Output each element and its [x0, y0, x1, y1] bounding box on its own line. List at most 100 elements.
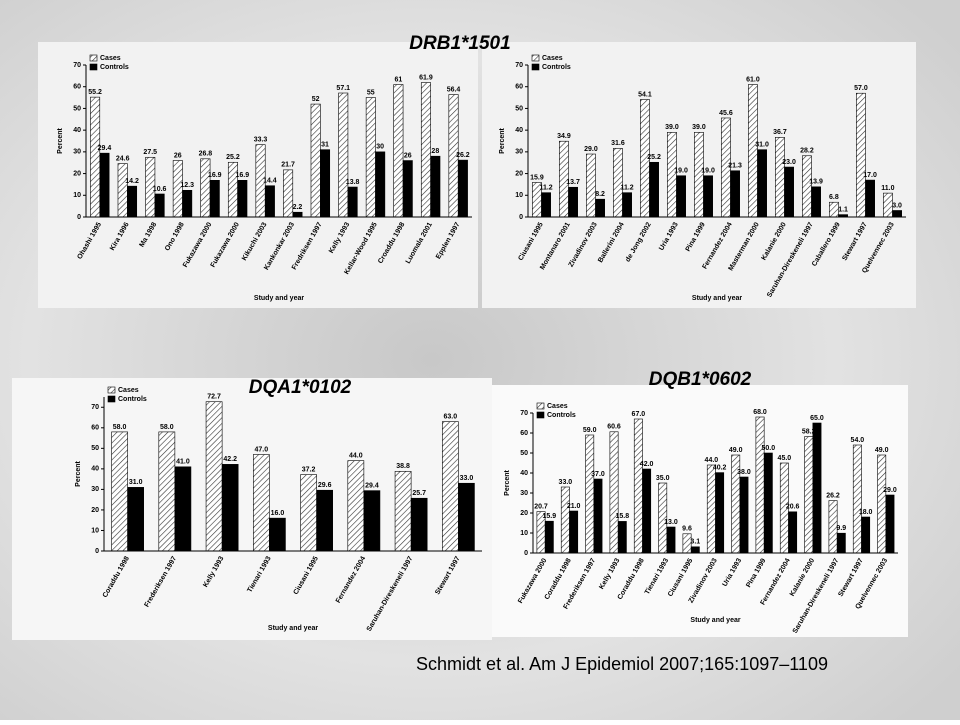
- y-tick-label: 0: [95, 548, 99, 555]
- bar: [410, 497, 428, 552]
- y-tick-label: 50: [73, 105, 81, 112]
- bar: [365, 97, 376, 218]
- bar: [264, 185, 275, 218]
- y-tick-label: 30: [91, 486, 99, 493]
- bar: [666, 526, 676, 554]
- value-label: 33.0: [460, 475, 474, 482]
- value-label: 25.2: [226, 154, 240, 161]
- value-label: 38.0: [737, 469, 751, 476]
- y-tick-label: 70: [520, 410, 528, 417]
- value-label: 13.8: [346, 179, 360, 186]
- value-label: 28: [431, 148, 439, 155]
- value-label: 19.0: [701, 168, 715, 175]
- bar: [457, 159, 468, 218]
- x-axis-label: Study and year: [690, 617, 740, 624]
- value-label: 15.8: [615, 513, 629, 520]
- value-label: 33.0: [559, 479, 573, 486]
- value-label: 31.0: [755, 142, 769, 149]
- bar: [892, 210, 902, 218]
- bar: [595, 198, 605, 218]
- value-label: 16.0: [271, 510, 285, 517]
- bar: [458, 482, 475, 552]
- bar: [802, 155, 812, 218]
- value-label: 72.7: [207, 394, 221, 401]
- bar: [269, 517, 286, 552]
- value-label: 21.3: [728, 163, 742, 170]
- y-tick-label: 30: [520, 490, 528, 497]
- value-label: 3.1: [690, 539, 700, 546]
- value-label: 29.4: [98, 145, 112, 152]
- bar: [174, 466, 192, 552]
- bar: [775, 137, 785, 218]
- value-label: 24.6: [116, 155, 130, 162]
- legend-label: Controls: [542, 64, 571, 71]
- y-tick-label: 70: [91, 404, 99, 411]
- legend-label: Controls: [100, 64, 129, 71]
- bar: [221, 464, 239, 552]
- value-label: 3.0: [892, 202, 902, 209]
- value-label: 68.0: [753, 409, 767, 416]
- value-label: 25.2: [647, 154, 661, 161]
- bar: [703, 175, 713, 218]
- bar: [609, 431, 619, 554]
- legend-swatch: [536, 402, 545, 410]
- value-label: 49.0: [875, 447, 889, 454]
- y-tick-label: 40: [73, 127, 81, 134]
- y-axis-label: Percent: [504, 469, 511, 495]
- legend-label: Cases: [100, 55, 121, 62]
- bar: [861, 516, 871, 554]
- bar: [593, 478, 603, 554]
- y-tick-label: 0: [77, 214, 81, 221]
- value-label: 47.0: [255, 446, 269, 453]
- y-tick-label: 40: [520, 470, 528, 477]
- bar: [375, 151, 386, 218]
- bar: [363, 490, 381, 552]
- value-label: 59.0: [583, 427, 597, 434]
- bar: [393, 84, 404, 218]
- value-label: 42.0: [640, 461, 654, 468]
- value-label: 31.0: [129, 479, 143, 486]
- bar: [90, 96, 101, 218]
- value-label: 54.0: [851, 437, 865, 444]
- bar: [836, 532, 846, 554]
- value-label: 8.2: [595, 191, 605, 198]
- value-label: 60.6: [607, 424, 621, 431]
- value-label: 13.9: [809, 179, 823, 186]
- bar: [430, 155, 441, 218]
- bar: [865, 179, 875, 218]
- value-label: 25.7: [412, 490, 426, 497]
- value-label: 18.0: [859, 509, 873, 516]
- bar: [442, 421, 459, 552]
- y-tick-label: 40: [515, 127, 523, 134]
- legend-label: Controls: [547, 412, 576, 419]
- value-label: 9.9: [836, 525, 846, 532]
- bar: [310, 103, 321, 218]
- y-axis-label: Percent: [75, 460, 82, 486]
- value-label: 44.0: [705, 457, 719, 464]
- value-label: 23.0: [782, 159, 796, 166]
- bar: [320, 149, 331, 218]
- value-label: 61.0: [746, 76, 760, 83]
- bar: [788, 511, 798, 554]
- y-tick-label: 40: [91, 466, 99, 473]
- value-label: 33.3: [254, 137, 268, 144]
- legend-label: Controls: [118, 396, 147, 403]
- bar: [877, 454, 887, 554]
- y-tick-label: 20: [91, 507, 99, 514]
- value-label: 15.9: [530, 174, 544, 181]
- bar: [127, 487, 144, 552]
- value-label: 2.2: [293, 204, 303, 211]
- value-label: 38.8: [396, 463, 410, 470]
- y-axis-label: Percent: [499, 127, 506, 153]
- bar: [394, 471, 412, 552]
- value-label: 30: [376, 144, 384, 151]
- value-label: 20.7: [534, 503, 548, 510]
- value-label: 28.2: [800, 148, 814, 155]
- bar: [316, 489, 333, 552]
- bar: [730, 170, 740, 218]
- legend-label: Cases: [118, 387, 139, 394]
- y-tick-label: 60: [73, 84, 81, 91]
- value-label: 37.2: [302, 466, 316, 473]
- x-axis-label: Study and year: [268, 625, 318, 632]
